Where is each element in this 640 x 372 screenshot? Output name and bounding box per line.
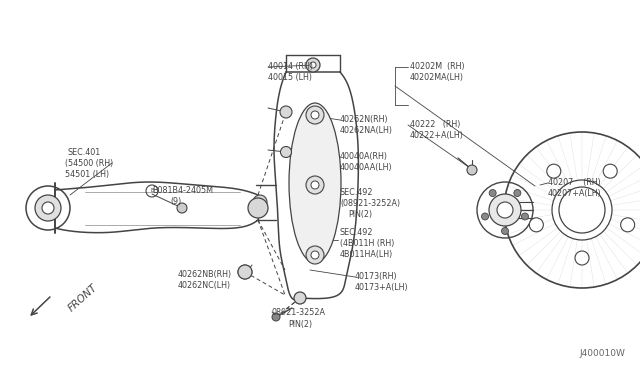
Text: 54501 (LH): 54501 (LH) (65, 170, 109, 179)
Text: (54500 (RH): (54500 (RH) (65, 159, 113, 168)
Text: 40222   (RH): 40222 (RH) (410, 120, 460, 129)
Ellipse shape (289, 103, 341, 263)
Text: J400010W: J400010W (579, 349, 625, 358)
Text: 40207+A(LH): 40207+A(LH) (548, 189, 602, 198)
Circle shape (280, 147, 291, 157)
Text: 40173+A(LH): 40173+A(LH) (355, 283, 408, 292)
Text: 40014 (RH): 40014 (RH) (268, 62, 313, 71)
Circle shape (559, 187, 605, 233)
Text: 40262NA(LH): 40262NA(LH) (340, 126, 393, 135)
Text: 40202M  (RH): 40202M (RH) (410, 62, 465, 71)
Text: 40262NC(LH): 40262NC(LH) (178, 281, 231, 290)
Text: (4B011H (RH): (4B011H (RH) (340, 239, 394, 248)
Text: B081B4-2405M: B081B4-2405M (152, 186, 213, 195)
Text: 40015 (LH): 40015 (LH) (268, 73, 312, 82)
Text: 08921-3252A: 08921-3252A (272, 308, 326, 317)
Circle shape (489, 189, 496, 196)
Circle shape (604, 164, 617, 178)
Text: (08921-3252A): (08921-3252A) (340, 199, 400, 208)
Text: 40173(RH): 40173(RH) (355, 272, 397, 281)
Circle shape (253, 195, 267, 209)
Circle shape (238, 265, 252, 279)
Text: 40040A(RH): 40040A(RH) (340, 152, 388, 161)
Circle shape (497, 202, 513, 218)
Circle shape (481, 213, 488, 220)
Text: SEC.492: SEC.492 (340, 228, 374, 237)
Circle shape (621, 218, 635, 232)
Text: PIN(2): PIN(2) (288, 320, 312, 329)
Circle shape (306, 106, 324, 124)
Text: (9): (9) (170, 197, 181, 206)
Circle shape (575, 251, 589, 265)
Text: PIN(2): PIN(2) (348, 210, 372, 219)
Text: 40262NB(RH): 40262NB(RH) (178, 270, 232, 279)
Circle shape (547, 164, 561, 178)
Text: SEC.401: SEC.401 (68, 148, 101, 157)
Text: B: B (150, 189, 154, 193)
Circle shape (294, 292, 306, 304)
Circle shape (311, 251, 319, 259)
Text: 4B011HA(LH): 4B011HA(LH) (340, 250, 393, 259)
Text: FRONT: FRONT (66, 282, 99, 314)
Circle shape (522, 213, 529, 220)
Circle shape (177, 203, 187, 213)
Circle shape (306, 246, 324, 264)
Circle shape (311, 111, 319, 119)
Circle shape (272, 313, 280, 321)
Circle shape (529, 218, 543, 232)
Circle shape (306, 176, 324, 194)
Circle shape (280, 106, 292, 118)
Circle shape (238, 265, 252, 279)
Circle shape (514, 189, 521, 196)
Circle shape (311, 181, 319, 189)
Circle shape (489, 194, 521, 226)
Circle shape (467, 165, 477, 175)
Text: 40262N(RH): 40262N(RH) (340, 115, 388, 124)
Text: SEC.492: SEC.492 (340, 188, 374, 197)
Circle shape (310, 62, 316, 68)
Circle shape (35, 195, 61, 221)
Text: 40207    (RH): 40207 (RH) (548, 178, 601, 187)
Text: 40222+A(LH): 40222+A(LH) (410, 131, 464, 140)
Circle shape (42, 202, 54, 214)
Circle shape (502, 228, 509, 234)
Circle shape (248, 198, 268, 218)
Circle shape (306, 58, 320, 72)
Text: 40202MA(LH): 40202MA(LH) (410, 73, 464, 82)
Text: 40040AA(LH): 40040AA(LH) (340, 163, 392, 172)
